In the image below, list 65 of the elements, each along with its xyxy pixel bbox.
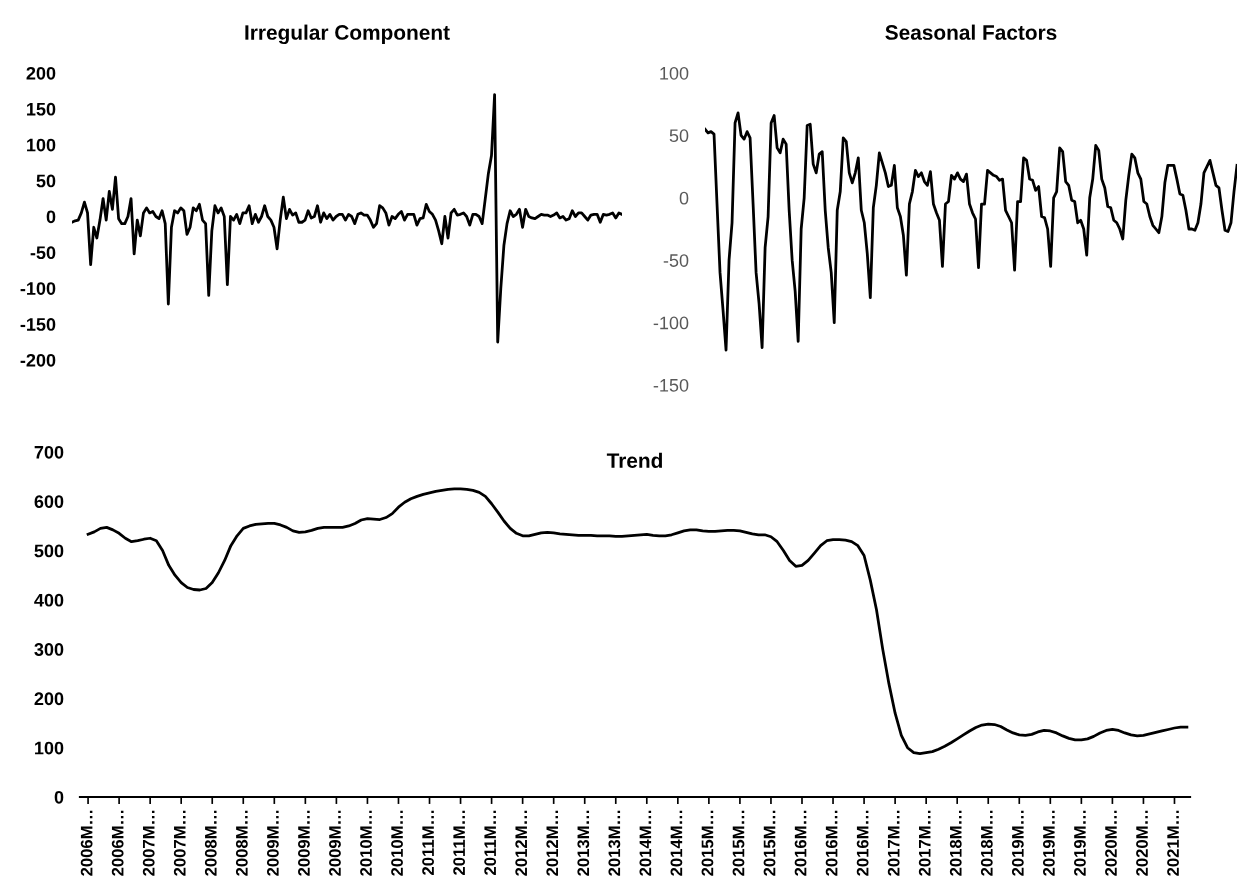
y-tick-label: -50 <box>30 246 56 260</box>
y-tick-label: 500 <box>34 544 64 558</box>
x-tick-label: 2020M… <box>1136 810 1148 876</box>
x-tick-label: 2010M… <box>360 810 372 876</box>
x-tick-label: 2014M… <box>639 810 652 876</box>
y-tick-label: -100 <box>20 282 56 295</box>
chart-title: Trend <box>606 452 662 469</box>
y-tick-label: 100 <box>35 741 64 755</box>
chart-title: Seasonal Factors <box>885 24 1057 40</box>
x-tick-label: 2006M… <box>80 810 93 876</box>
y-tick-label: 300 <box>34 643 64 656</box>
y-tick-label: 200 <box>26 66 56 80</box>
x-tick-label: 2007M… <box>142 810 155 876</box>
x-tick-label: 2015M… <box>763 810 776 876</box>
x-tick-label: 2008M… <box>204 810 217 876</box>
y-tick-label: -150 <box>20 318 56 331</box>
y-tick-label: -50 <box>663 254 689 267</box>
x-tick-label: 2019M… <box>1074 810 1086 876</box>
y-tick-label: 200 <box>34 692 64 706</box>
x-tick-label: 2007M… <box>173 810 186 876</box>
x-tick-label: 2012M… <box>515 810 528 876</box>
y-tick-label: 0 <box>54 790 64 804</box>
y-tick-label: 0 <box>679 191 689 205</box>
x-tick-label: 2017M… <box>887 810 900 876</box>
x-tick-label: 2016M… <box>794 810 807 876</box>
x-tick-label: 2009M… <box>298 810 310 876</box>
x-tick-label: 2018M… <box>980 810 993 876</box>
x-tick-label: 2020M… <box>1105 810 1117 876</box>
x-tick-label: 2021M… <box>1167 810 1179 876</box>
x-tick-label: 2008M… <box>235 810 248 876</box>
y-tick-label: 400 <box>34 593 64 607</box>
x-tick-label: 2016M… <box>856 810 869 876</box>
x-tick-label: 2009M… <box>266 810 279 876</box>
x-tick-label: 2019M… <box>1011 810 1024 876</box>
line-series <box>72 93 622 344</box>
x-tick-label: 2011M… <box>422 810 434 875</box>
x-tick-label: 2011M… <box>484 810 497 875</box>
x-tick-label: 2013M… <box>608 810 621 876</box>
x-tick-label: 2015M… <box>732 810 745 876</box>
y-tick-label: -150 <box>653 378 689 392</box>
x-tick-label: 2019M… <box>1042 810 1055 876</box>
x-tick-label: 2016M… <box>825 810 838 876</box>
x-tick-label: 2014M… <box>670 810 683 876</box>
x-tick-label: 2018M… <box>949 810 962 876</box>
y-tick-label: 100 <box>660 66 689 80</box>
y-tick-label: -100 <box>653 316 689 330</box>
y-tick-label: 50 <box>669 129 689 143</box>
y-tick-label: 100 <box>27 138 56 152</box>
x-tick-label: 2017M… <box>918 810 931 876</box>
line-series <box>86 487 1189 756</box>
x-tick-label: 2011M… <box>453 810 466 875</box>
x-tick-label: 2009M… <box>329 810 341 876</box>
y-tick-label: 50 <box>36 174 56 188</box>
line-series <box>705 111 1237 352</box>
chart-title: Irregular Component <box>245 24 450 45</box>
y-tick-label: -200 <box>20 353 56 367</box>
x-tick-label: 2006M… <box>111 810 124 876</box>
x-tick-label: 2013M… <box>577 810 590 876</box>
x-tick-label: 2012M… <box>546 810 559 876</box>
x-tick-label: 2015M… <box>701 810 714 876</box>
y-tick-label: 600 <box>34 495 64 509</box>
y-tick-label: 0 <box>46 210 56 224</box>
x-tick-label: 2010M… <box>391 810 403 876</box>
y-tick-label: 150 <box>27 102 56 116</box>
y-tick-label: 700 <box>34 445 64 459</box>
